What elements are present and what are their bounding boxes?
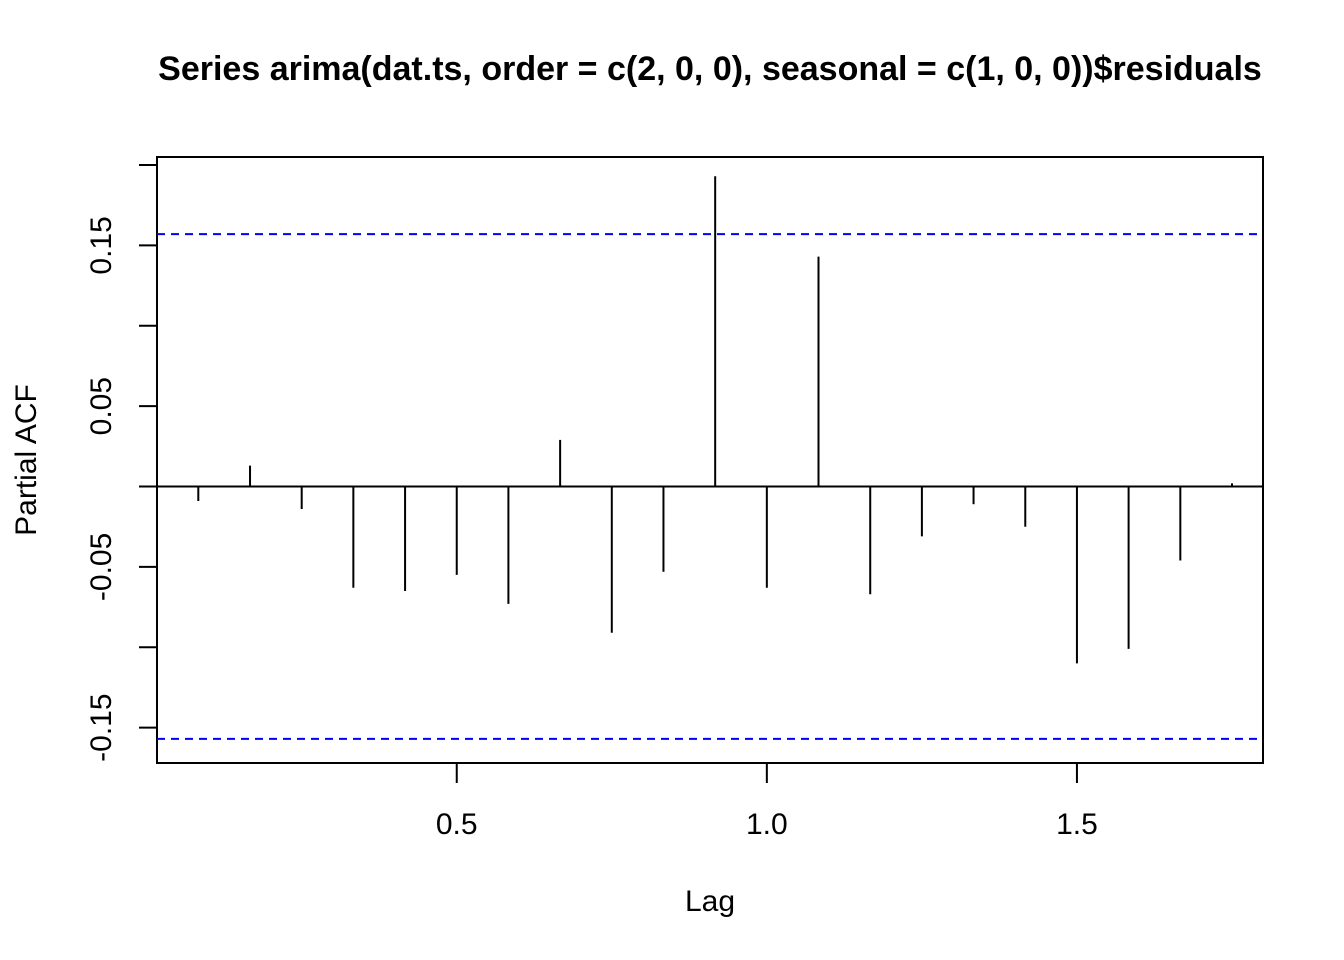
plot-frame <box>156 156 1264 764</box>
x-tick-label: 0.5 <box>436 808 478 841</box>
confidence-bands <box>157 233 1263 740</box>
y-axis-label: Partial ACF <box>10 384 43 536</box>
x-tick-label: 1.5 <box>1056 808 1098 841</box>
chart-title: Series arima(dat.ts, order = c(2, 0, 0),… <box>158 50 1262 88</box>
y-tick-label: -0.05 <box>85 533 118 601</box>
y-axis: -0.15 -0.05 0.05 0.15 <box>85 164 158 762</box>
y-tick-label: -0.15 <box>85 693 118 761</box>
x-axis: 0.5 1.0 1.5 <box>436 762 1098 841</box>
y-tick-label: 0.05 <box>85 377 118 435</box>
pacf-bars <box>197 176 1233 664</box>
x-axis-label: Lag <box>685 885 735 918</box>
x-tick-label: 1.0 <box>746 808 788 841</box>
y-tick-label: 0.15 <box>85 216 118 274</box>
